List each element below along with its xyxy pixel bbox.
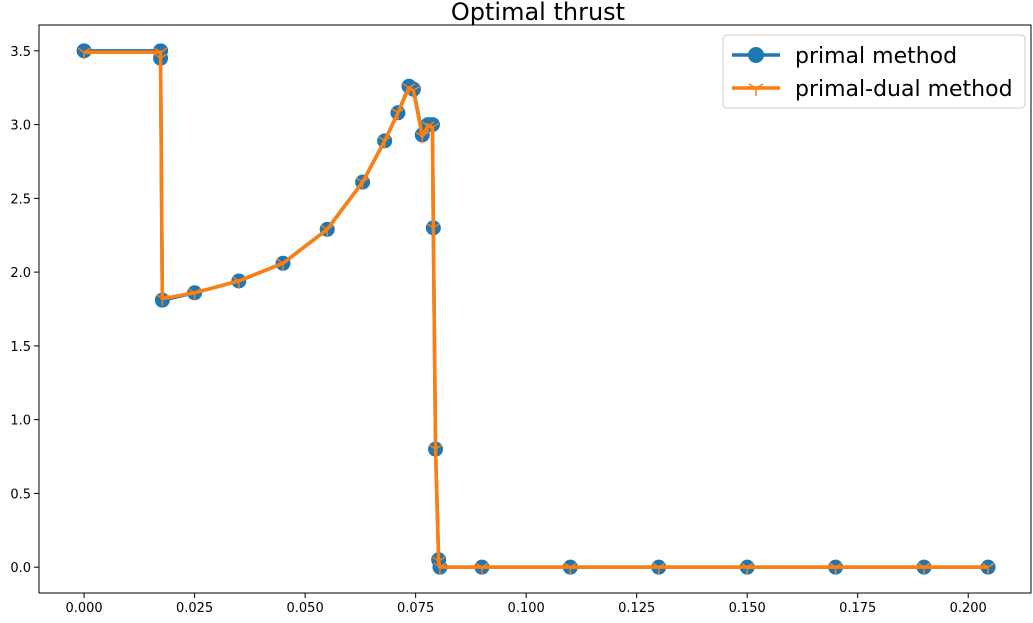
data-point [426, 122, 439, 135]
data-point [154, 53, 167, 66]
data-point [188, 288, 202, 300]
y-tick-label: 1.0 [10, 414, 31, 429]
x-tick-label: 0.050 [287, 601, 324, 616]
plot-frame [38, 24, 1032, 594]
data-point [917, 562, 931, 575]
data-point [426, 223, 440, 235]
y-tick-label: 3.0 [10, 119, 31, 134]
legend-box [722, 34, 1026, 109]
data-point [391, 108, 405, 120]
y-tick-label: 1.5 [10, 340, 31, 355]
y-tick-label: 3.5 [10, 45, 31, 60]
data-point [475, 562, 489, 575]
y-axis: 0.0 0.5 1.0 1.5 2.0 2.5 3.0 3.5 [10, 45, 39, 576]
data-point [652, 562, 666, 575]
x-tick-label: 0.025 [176, 601, 213, 616]
legend-label-primal: primal method [795, 44, 957, 69]
data-point [829, 562, 843, 575]
data-point [276, 258, 290, 271]
legend-label-primal-dual: primal-dual method [795, 77, 1013, 102]
data-point [77, 47, 91, 60]
x-axis: 0.000 0.025 0.050 0.075 0.100 0.125 0.150 0.175… [65, 593, 987, 616]
data-point [740, 562, 754, 575]
y-tick-label: 0.0 [10, 561, 31, 576]
data-point [981, 562, 995, 575]
data-point [155, 294, 169, 306]
data-point [356, 177, 370, 190]
data-point [563, 562, 577, 575]
x-tick-label: 0.000 [65, 601, 102, 616]
data-point [378, 136, 392, 148]
y-tick-label: 2.5 [10, 192, 31, 207]
data-point [433, 562, 447, 575]
series-line-primal-dual-method [84, 50, 989, 569]
x-tick-label: 0.125 [618, 601, 655, 616]
x-tick-label: 0.100 [508, 601, 545, 616]
data-point [407, 86, 420, 98]
y-tick-label: 0.5 [10, 487, 31, 502]
series-primal-dual-method [77, 47, 995, 575]
series-line-primal-method [84, 49, 989, 569]
legend: primal method primal-dual method [722, 34, 1026, 109]
x-tick-label: 0.200 [950, 601, 987, 616]
x-tick-label: 0.150 [729, 601, 766, 616]
series-layer [76, 43, 996, 575]
x-tick-label: 0.075 [397, 601, 434, 616]
x-tick-label: 0.175 [839, 601, 876, 616]
data-point [429, 444, 442, 457]
chart-title: Optimal thrust [451, 0, 625, 26]
data-point [320, 224, 334, 237]
legend-marker-primal [748, 47, 764, 63]
data-point [232, 276, 246, 288]
legend-marker-primal-dual [748, 83, 764, 96]
y-tick-label: 2.0 [10, 266, 31, 281]
series-primal-method [76, 43, 996, 575]
